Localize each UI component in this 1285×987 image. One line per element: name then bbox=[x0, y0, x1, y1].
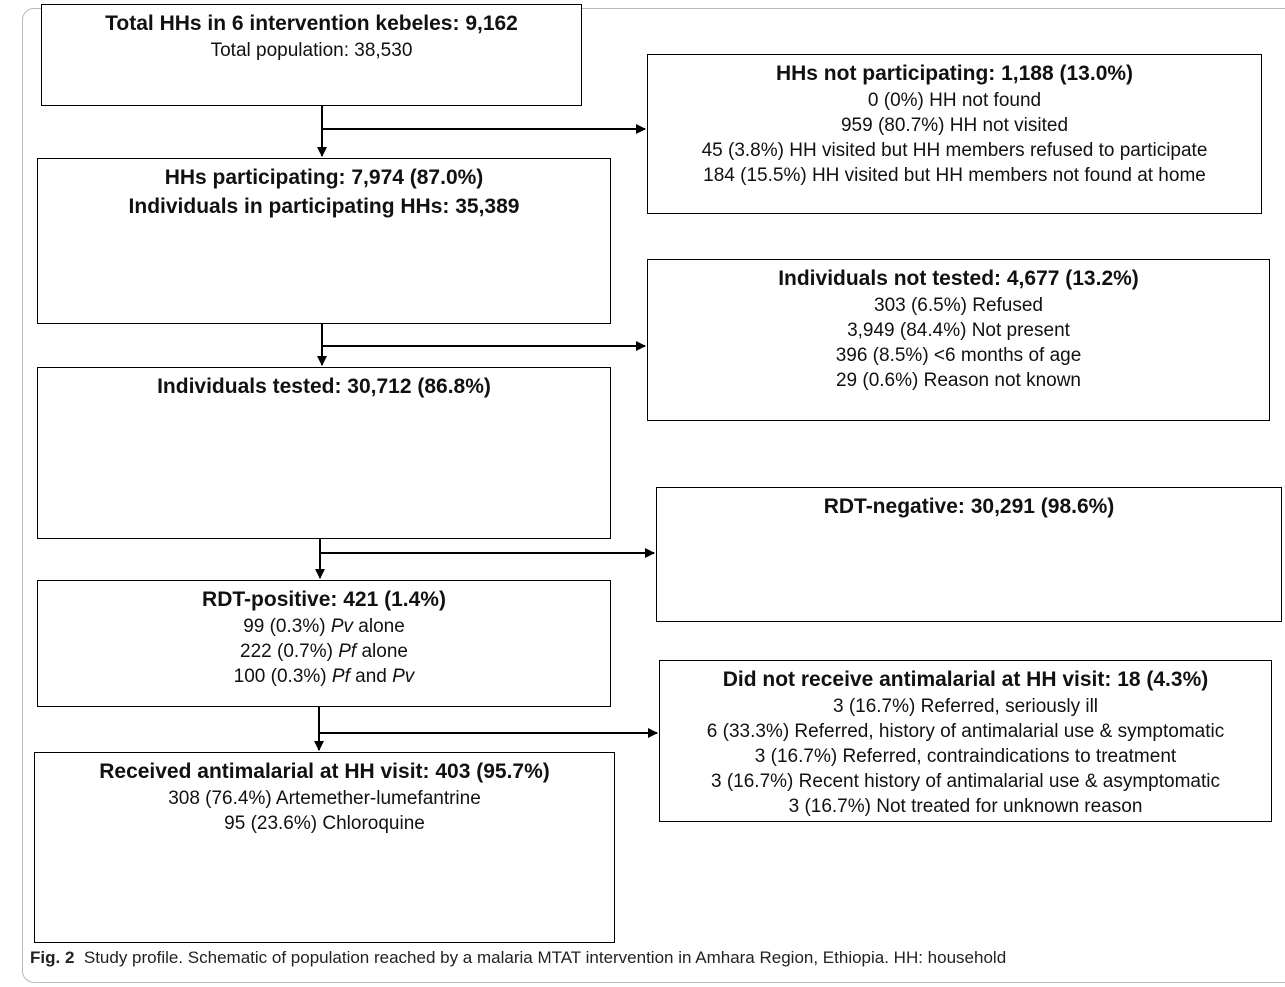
box-no-antimalarial: Did not receive antimalarial at HH visit… bbox=[659, 660, 1272, 822]
box-not-tested-line: 303 (6.5%) Refused bbox=[874, 295, 1043, 316]
box-not-tested-title: Individuals not tested: 4,677 (13.2%) bbox=[778, 267, 1139, 290]
box-total-hhs-title: Total HHs in 6 intervention kebeles: 9,1… bbox=[105, 12, 518, 35]
box-not-participating-line: 184 (15.5%) HH visited but HH members no… bbox=[703, 165, 1206, 186]
box-participating-title2: Individuals in participating HHs: 35,389 bbox=[128, 195, 520, 218]
box-received-title: Received antimalarial at HH visit: 403 (… bbox=[99, 760, 550, 783]
box-hhs-not-participating: HHs not participating: 1,188 (13.0%) 0 (… bbox=[647, 54, 1262, 214]
box-rdt-positive-line: 100 (0.3%) Pf and Pv bbox=[233, 666, 415, 687]
box-rdt-positive-line: 99 (0.3%) Pv alone bbox=[243, 616, 405, 637]
box-total-hhs: Total HHs in 6 intervention kebeles: 9,1… bbox=[41, 4, 582, 106]
box-not-participating-line: 0 (0%) HH not found bbox=[867, 90, 1042, 111]
box-rdt-positive-title: RDT-positive: 421 (1.4%) bbox=[202, 588, 446, 611]
box-individuals-not-tested: Individuals not tested: 4,677 (13.2%) 30… bbox=[647, 259, 1270, 421]
figure-caption: Fig. 2 Study profile. Schematic of popul… bbox=[30, 948, 1006, 968]
box-no-antimalarial-line: 3 (16.7%) Referred, seriously ill bbox=[832, 696, 1099, 717]
box-not-tested-line: 29 (0.6%) Reason not known bbox=[835, 370, 1082, 391]
box-no-antimalarial-title: Did not receive antimalarial at HH visit… bbox=[722, 668, 1209, 691]
box-not-participating-line: 45 (3.8%) HH visited but HH members refu… bbox=[701, 140, 1208, 161]
box-rdt-positive-line: 222 (0.7%) Pf alone bbox=[240, 641, 408, 662]
box-rdt-negative-title: RDT-negative: 30,291 (98.6%) bbox=[823, 495, 1115, 518]
box-no-antimalarial-line: 3 (16.7%) Referred, contraindications to… bbox=[754, 746, 1177, 767]
box-rdt-negative: RDT-negative: 30,291 (98.6%) bbox=[656, 487, 1282, 622]
box-received-antimalarial: Received antimalarial at HH visit: 403 (… bbox=[34, 752, 615, 943]
box-not-tested-line: 3,949 (84.4%) Not present bbox=[847, 320, 1070, 341]
figure-frame bbox=[22, 8, 1285, 983]
box-no-antimalarial-line: 6 (33.3%) Referred, history of antimalar… bbox=[706, 721, 1225, 742]
box-rdt-positive: RDT-positive: 421 (1.4%) 99 (0.3%) Pv al… bbox=[37, 580, 611, 707]
box-hhs-participating: HHs participating: 7,974 (87.0%) Individ… bbox=[37, 158, 611, 324]
box-received-line: 95 (23.6%) Chloroquine bbox=[224, 813, 425, 834]
box-not-participating-line: 959 (80.7%) HH not visited bbox=[840, 115, 1069, 136]
box-tested-title: Individuals tested: 30,712 (86.8%) bbox=[157, 375, 491, 398]
box-not-participating-title: HHs not participating: 1,188 (13.0%) bbox=[775, 62, 1134, 85]
box-not-tested-line: 396 (8.5%) <6 months of age bbox=[835, 345, 1082, 366]
box-received-line: 308 (76.4%) Artemether-lumefantrine bbox=[168, 788, 481, 809]
box-participating-title: HHs participating: 7,974 (87.0%) bbox=[164, 166, 484, 189]
box-no-antimalarial-line: 3 (16.7%) Recent history of antimalarial… bbox=[711, 771, 1220, 792]
box-total-hhs-line: Total population: 38,530 bbox=[210, 40, 413, 61]
box-individuals-tested: Individuals tested: 30,712 (86.8%) bbox=[37, 367, 611, 539]
figure-caption-text: Study profile. Schematic of population r… bbox=[83, 948, 1007, 967]
figure-label: Fig. 2 bbox=[30, 948, 75, 967]
box-no-antimalarial-line: 3 (16.7%) Not treated for unknown reason bbox=[788, 796, 1143, 817]
